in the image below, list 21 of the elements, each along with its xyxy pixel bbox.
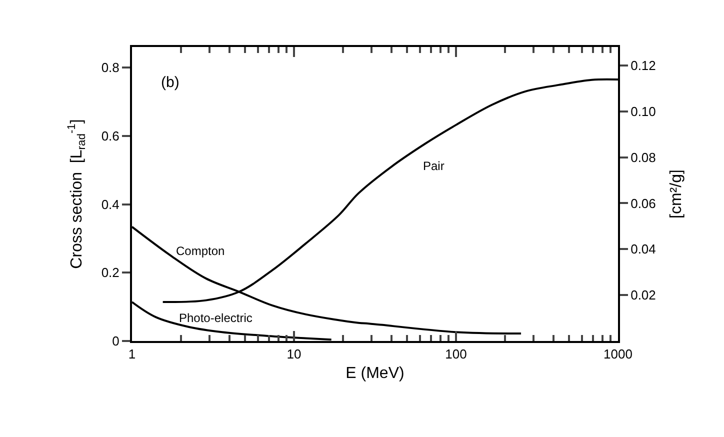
y2-tick-label: 0.06 bbox=[630, 196, 656, 211]
x-tick-label: 1 bbox=[128, 346, 136, 362]
x-tick-label: 10 bbox=[286, 346, 302, 362]
y-tick-label: 0.6 bbox=[101, 128, 120, 144]
y2-tick-label: 0.02 bbox=[630, 288, 656, 303]
x-tick-label: 1000 bbox=[604, 346, 632, 362]
y-tick-label: 0.4 bbox=[101, 196, 120, 212]
y2-tick-label: 0.04 bbox=[630, 242, 656, 257]
annotation: Pair bbox=[423, 159, 444, 173]
y-tick-label: 0 bbox=[112, 334, 120, 349]
x-tick-label: 100 bbox=[445, 346, 467, 362]
y-tick-label: 0.8 bbox=[101, 60, 120, 76]
y2-axis-title: [cm²/g] bbox=[668, 170, 686, 218]
annotation: (b) bbox=[161, 74, 180, 91]
annotation: Photo-electric bbox=[179, 311, 252, 325]
annotation: Compton bbox=[176, 244, 225, 258]
x-axis-title: E (MeV) bbox=[346, 364, 404, 382]
y2-tick-label: 0.10 bbox=[630, 104, 656, 119]
y-tick-label: 0.2 bbox=[101, 265, 120, 280]
y2-tick-label: 0.12 bbox=[630, 58, 656, 73]
y2-tick-label: 0.08 bbox=[630, 150, 656, 165]
